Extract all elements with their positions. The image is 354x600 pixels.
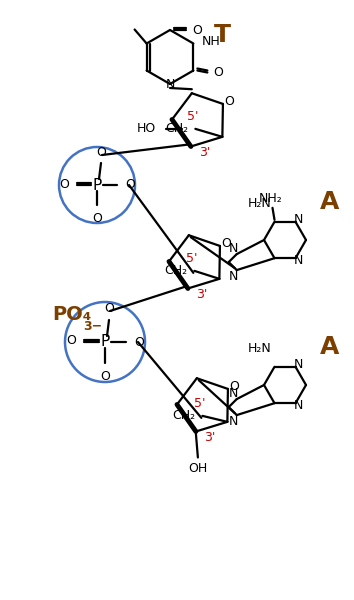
Text: CH₂: CH₂ (164, 265, 187, 277)
Text: CH₂: CH₂ (172, 409, 195, 422)
Text: H₂N: H₂N (248, 343, 272, 355)
Text: N: N (229, 269, 239, 283)
Text: O: O (213, 66, 223, 79)
Text: OH: OH (188, 462, 207, 475)
Text: 3': 3' (204, 431, 216, 444)
Text: N: N (229, 242, 239, 254)
Text: N: N (165, 77, 175, 91)
Text: O: O (221, 238, 231, 250)
Text: T: T (213, 23, 230, 47)
Text: 5': 5' (187, 110, 198, 124)
Text: N: N (229, 386, 239, 400)
Text: 5': 5' (185, 253, 197, 265)
Text: 3': 3' (196, 288, 207, 301)
Text: O: O (224, 95, 234, 109)
Text: O: O (192, 23, 202, 37)
Text: H₂N: H₂N (248, 197, 272, 211)
Text: O: O (229, 380, 239, 394)
Text: HO: HO (137, 122, 156, 136)
Text: PO₄: PO₄ (52, 305, 91, 325)
Text: 5': 5' (194, 397, 205, 410)
Text: P: P (101, 335, 110, 349)
Text: CH₂: CH₂ (165, 122, 188, 136)
Text: N: N (229, 415, 239, 428)
Text: O: O (96, 145, 106, 158)
Text: 3': 3' (199, 146, 211, 159)
Text: N: N (294, 358, 303, 371)
Text: A: A (320, 335, 340, 359)
Text: O: O (92, 211, 102, 224)
Text: 3−: 3− (83, 319, 102, 332)
Text: A: A (320, 190, 340, 214)
Text: N: N (294, 398, 303, 412)
Text: NH₂: NH₂ (259, 193, 282, 205)
Text: NH: NH (201, 35, 220, 48)
Text: O: O (134, 335, 144, 349)
Text: O: O (59, 178, 69, 191)
Text: O: O (104, 301, 114, 314)
Text: O: O (100, 370, 110, 383)
Text: O: O (66, 335, 76, 347)
Text: P: P (92, 178, 102, 193)
Text: N: N (294, 254, 303, 266)
Text: N: N (294, 214, 303, 226)
Text: O: O (125, 179, 135, 191)
